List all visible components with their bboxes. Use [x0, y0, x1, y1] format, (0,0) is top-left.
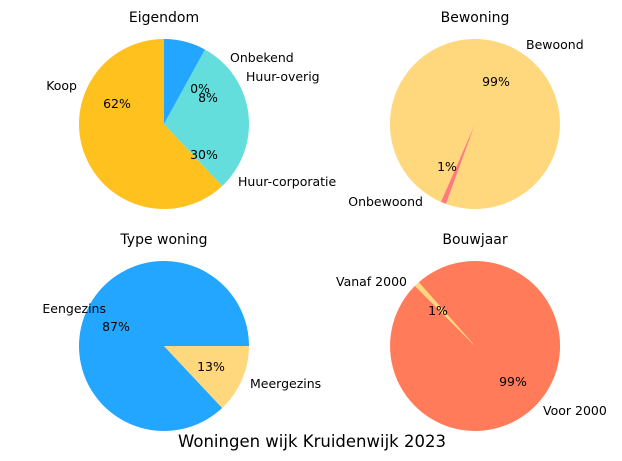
slice-label-meergezins: Meergezins: [250, 376, 321, 391]
slice-label-onbekend: Onbekend: [230, 50, 294, 65]
pie-chart-type-woning: Type woning Eengezins 87% Meergezins 13%: [42, 232, 321, 432]
pie-slice-meergezins: [164, 346, 249, 408]
slice-label-huur-corporatie: Huur-corporatie: [238, 174, 337, 189]
slice-label-huur-overig: Huur-overig: [246, 69, 320, 84]
slice-percent-bewoond: 99%: [482, 74, 510, 89]
pie-slice-voor-2000: [390, 260, 561, 431]
pie-title: Bewoning: [441, 10, 510, 26]
slice-percent-meergezins: 13%: [197, 359, 225, 374]
pie-slice-koop: [79, 39, 223, 210]
pie-slice-bewoond: [389, 38, 560, 209]
slice-label-onbewoond: Onbewoond: [348, 194, 423, 209]
slice-label-koop: Koop: [46, 78, 77, 93]
pie-slice-huur-overig: [164, 38, 205, 124]
pie-chart-eigendom: Eigendom Koop 62% Huur-corporatie 30% Huur-ov…: [46, 10, 337, 210]
pie-slice-vanaf-2000: [414, 282, 475, 346]
slice-percent-huur-corporatie: 30%: [190, 147, 218, 162]
pie-title: Bouwjaar: [442, 232, 508, 248]
slice-label-voor-2000: Voor 2000: [543, 403, 607, 418]
pie-slice-onbewoond: [440, 124, 475, 204]
pie-chart-bewoning: Bewoning Bewoond 99% Onbewoond 1%: [348, 10, 583, 209]
slice-percent-eengezins: 87%: [102, 319, 130, 334]
slice-label-vanaf-2000: Vanaf 2000: [336, 274, 407, 289]
slice-percent-onbekend: 0%: [190, 81, 210, 96]
slice-percent-voor-2000: 99%: [499, 374, 527, 389]
slice-label-bewoond: Bewoond: [526, 37, 584, 52]
pie-title: Type woning: [119, 232, 207, 248]
pie-title: Eigendom: [129, 10, 199, 26]
pie-chart-bouwjaar: Bouwjaar Voor 2000 99% Vanaf 2000 1%: [336, 232, 607, 431]
slice-label-eengezins: Eengezins: [42, 301, 106, 316]
figure-title: Woningen wijk Kruidenwijk 2023: [178, 432, 446, 451]
slice-percent-huur-overig: 8%: [198, 90, 218, 105]
slice-percent-koop: 62%: [103, 96, 131, 111]
slice-percent-onbewoond: 1%: [437, 159, 457, 174]
slice-percent-vanaf-2000: 1%: [428, 303, 448, 318]
pie-slice-huur-corporatie: [164, 49, 250, 186]
pie-slice-eengezins: [79, 261, 250, 432]
